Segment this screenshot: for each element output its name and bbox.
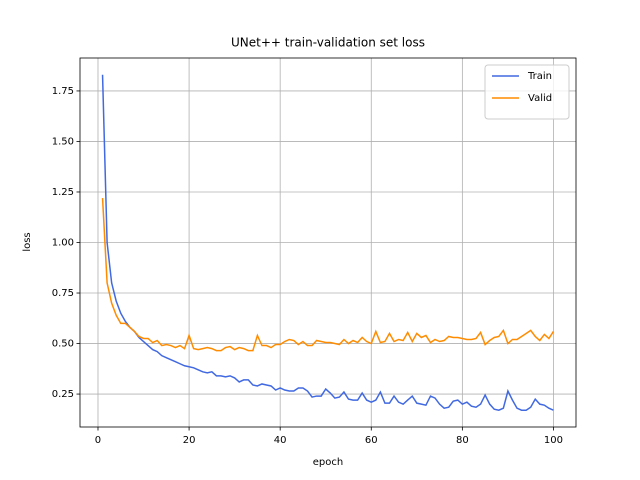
series-line [101,197,555,352]
legend-box [484,64,570,120]
y-tick-label: 0.75 [52,288,74,299]
x-tick-label: 0 [95,435,101,446]
y-tick-label: 1.00 [52,238,74,249]
y-axis-label: loss [22,232,33,251]
x-tick-label: 20 [183,435,196,446]
x-tick-label: 80 [456,435,469,446]
x-axis-label: epoch [313,457,343,468]
y-tick-label: 1.50 [52,136,74,147]
legend-label: Train [527,71,552,82]
x-tick-label: 40 [274,435,287,446]
y-tick-label: 1.75 [52,86,74,97]
y-tick-label: 0.25 [52,389,74,400]
plot-frame [79,57,577,428]
legend-label: Valid [528,93,552,104]
y-tick-label: 1.25 [52,187,74,198]
series-line [101,74,554,412]
x-tick-label: 60 [365,435,378,446]
y-tick-label: 0.50 [52,339,74,350]
x-tick-label: 100 [544,435,563,446]
legend: Train Valid [484,64,570,120]
chart-title: UNet++ train-validation set loss [231,36,425,50]
